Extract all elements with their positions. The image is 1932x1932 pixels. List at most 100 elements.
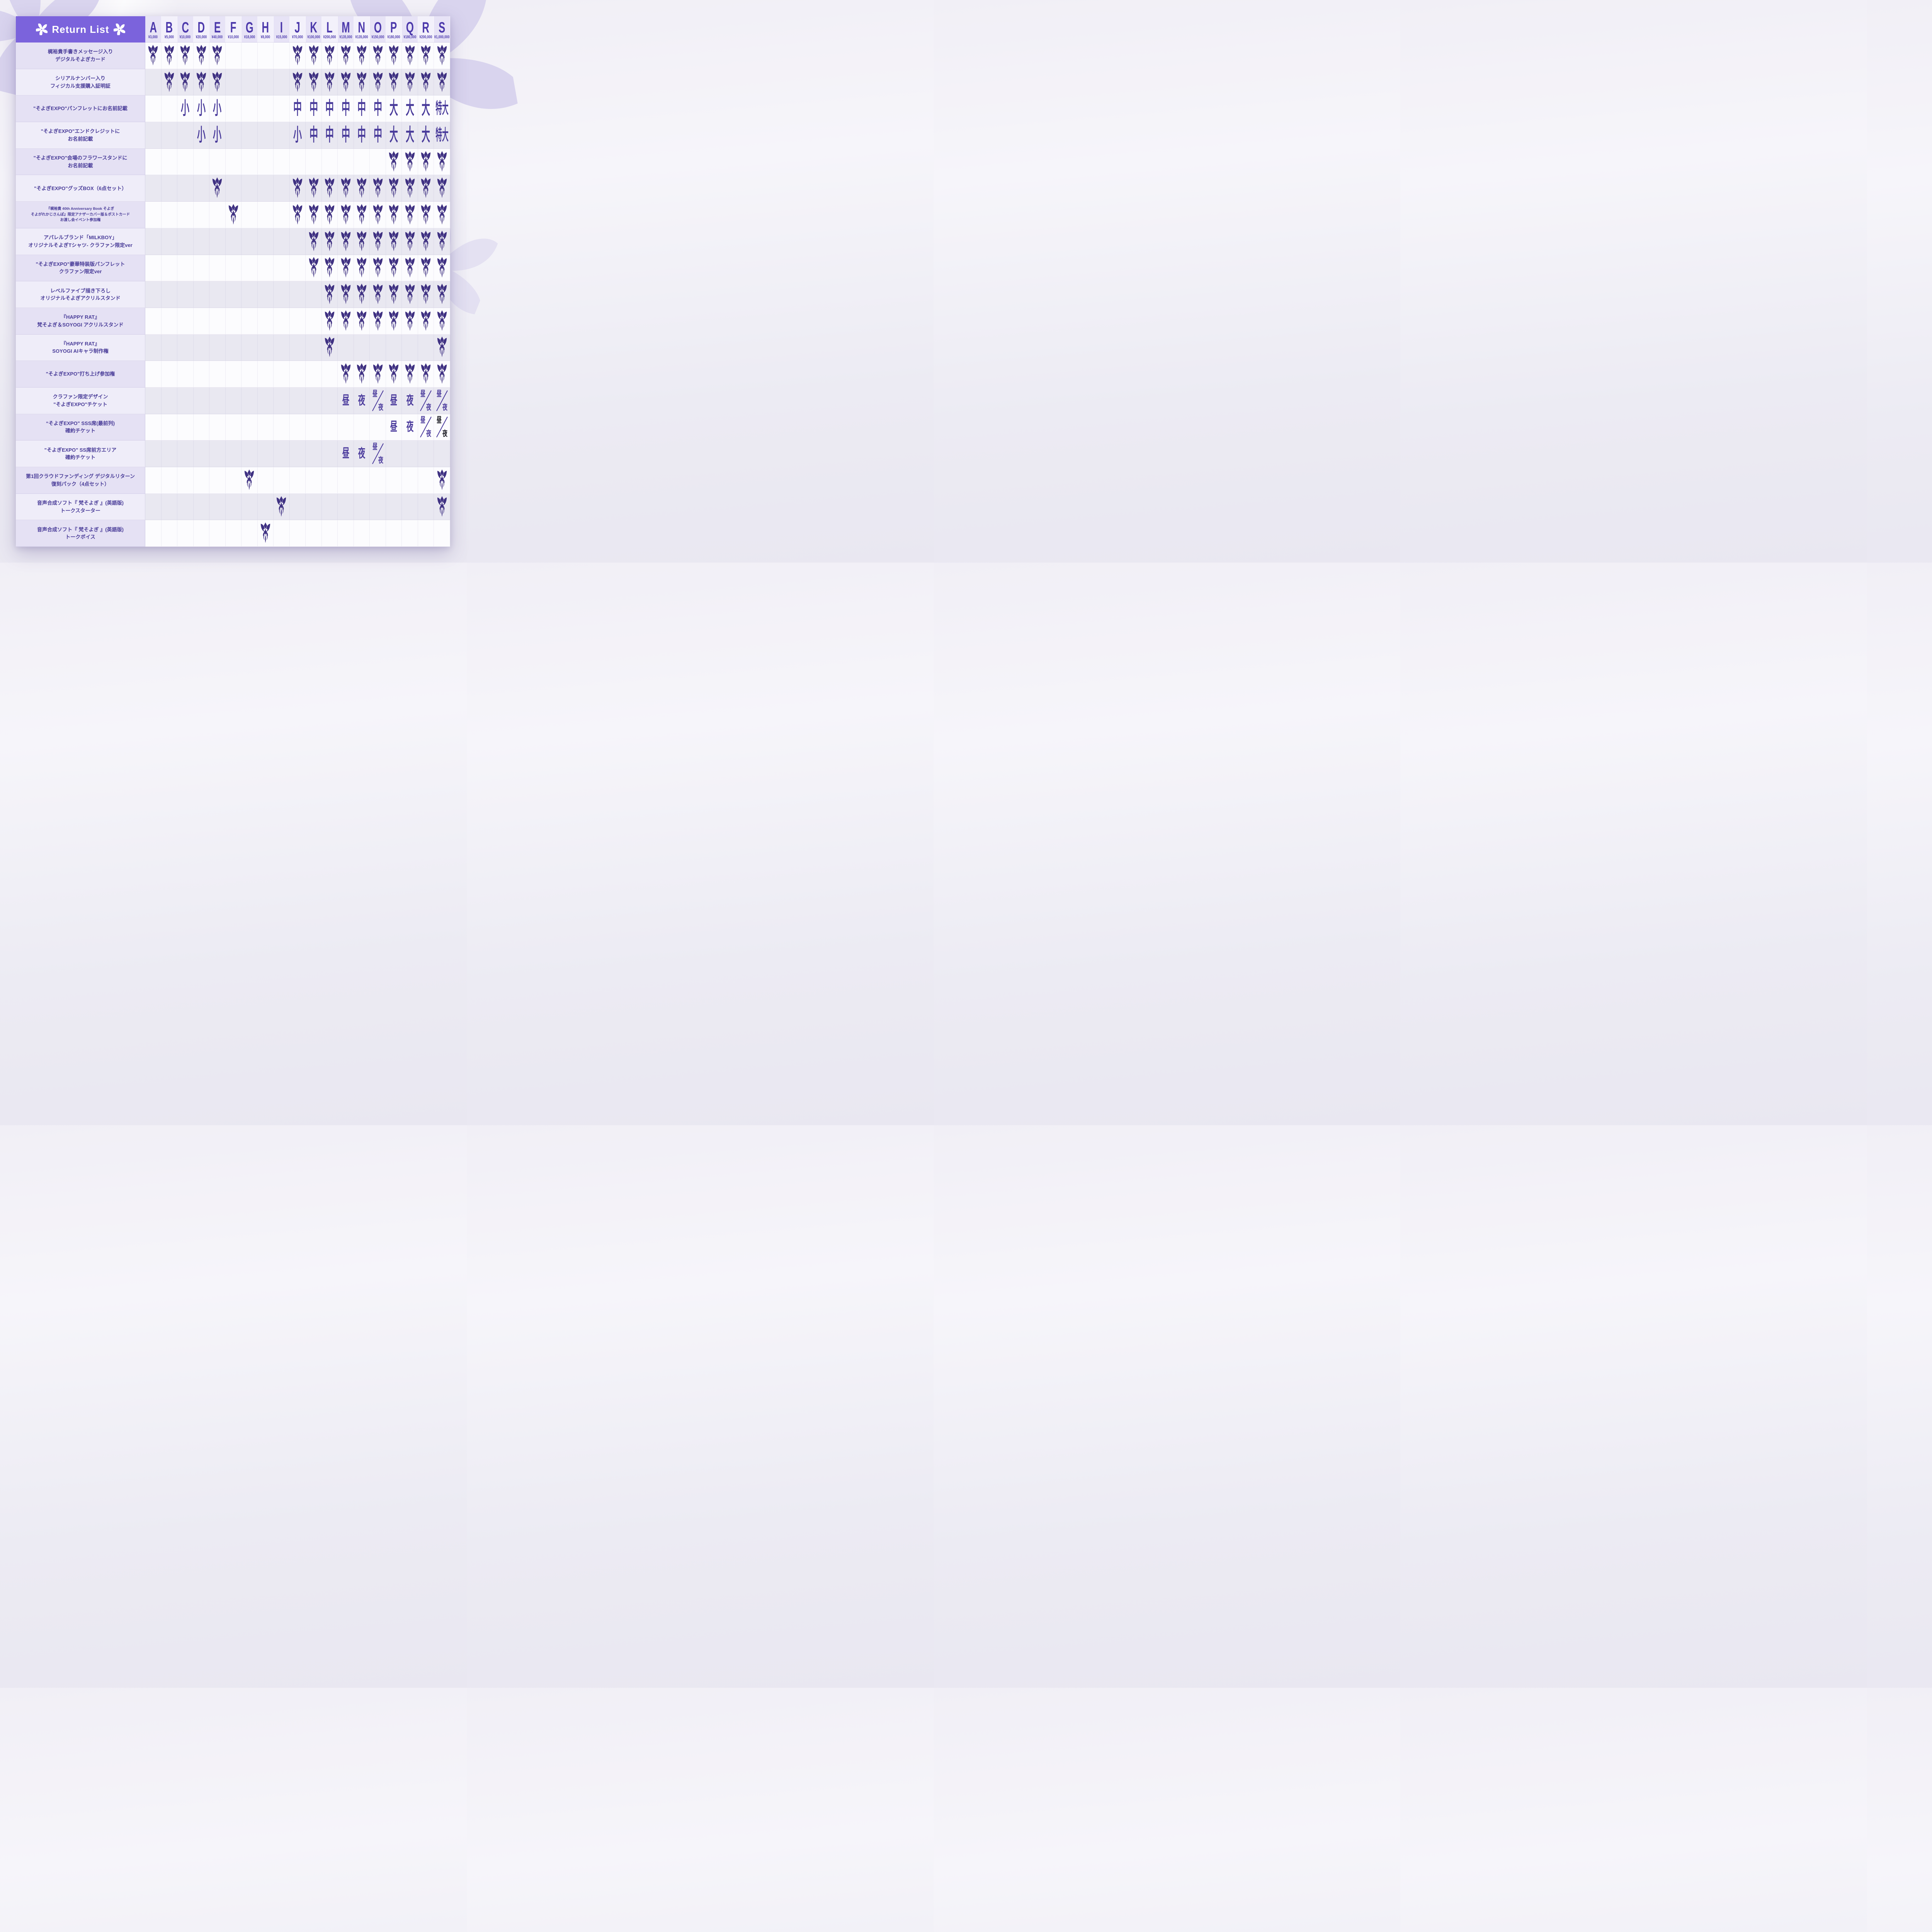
ticket-night-label: 夜 [442,403,447,412]
grid-cell-F [225,387,242,414]
fleur-de-lis-mark-icon [437,204,447,225]
grid-cell-B [161,334,178,361]
grid-cell-N [354,255,370,282]
name-size-label: 小 [213,98,222,119]
grid-cell-K [306,361,322,388]
grid-cell-H [257,440,274,467]
grid-cell-C [177,493,194,520]
column-price: ¥135,000 [339,35,352,39]
grid-cell-J [289,255,306,282]
column-price: ¥3,000 [148,35,158,39]
grid-cell-M [338,361,354,388]
grid-cell-L [321,440,338,467]
fleur-de-lis-mark-icon [260,522,270,543]
grid-cell-I [274,228,290,255]
grid-cell-N [354,414,370,441]
grid-cell-F [225,95,242,122]
row-label-line: お名前記載 [68,162,93,168]
grid-cell-D [193,43,210,69]
grid-cell-K [306,175,322,202]
grid-cell-L [321,281,338,308]
ticket-night-label: 夜 [426,429,432,438]
grid-cell-P [386,361,402,388]
fleur-de-lis-mark-icon [437,469,447,490]
fleur-de-lis-mark-icon [421,284,431,304]
grid-cell-K [306,387,322,414]
row-label-line: オリジナルそよぎアクリルスタンド [40,295,121,301]
grid-cell-O [370,361,386,388]
column-header-O: O ¥150,000 [370,16,386,43]
fleur-de-lis-mark-icon [293,71,303,92]
name-size-label: 中 [325,98,334,119]
grid-cell-F [225,69,242,96]
row-label-line: "そよぎEXPO"グッズBOX（6点セット） [34,185,127,191]
fleur-de-lis-mark-icon [309,204,318,225]
column-header-I: I ¥15,000 [274,16,290,43]
row-label-line: お渡し会イベント参加権 [60,218,101,223]
grid-cell-I [274,387,290,414]
fleur-de-lis-mark-icon [437,496,447,517]
grid-cell-P [386,175,402,202]
ticket-session-label: 夜 [358,447,366,460]
grid-cell-O [370,467,386,494]
grid-cell-A [145,95,162,122]
grid-cell-M: 中 [338,95,354,122]
fleur-de-lis-mark-icon [325,337,335,357]
column-price: ¥135,000 [355,35,368,39]
ticket-day-label: 昼 [372,442,378,451]
fleur-de-lis-mark-icon [325,284,335,304]
grid-cell-R [418,334,434,361]
grid-cell-E [209,387,226,414]
grid-cell-E [209,148,226,175]
name-size-label: 小 [197,98,206,119]
grid-cell-H [257,95,274,122]
grid-cell-A [145,493,162,520]
grid-cell-P: 大 [386,95,402,122]
fleur-de-lis-mark-icon [437,257,447,278]
grid-cell-K [306,43,322,69]
grid-cell-K [306,414,322,441]
name-size-label: 小 [293,125,302,145]
grid-cell-B [161,95,178,122]
grid-cell-M: 昼 [338,440,354,467]
fleur-de-lis-mark-icon [389,151,399,172]
grid-cell-C [177,467,194,494]
grid-cell-L [321,228,338,255]
name-size-label: 大 [422,98,430,119]
column-price: ¥5,000 [164,35,174,39]
grid-cell-I [274,43,290,69]
fleur-de-lis-mark-icon [437,363,447,384]
page-title: Return List [52,23,109,35]
grid-cell-P: 昼 [386,414,402,441]
ticket-day-label: 昼 [420,389,426,398]
grid-cell-S [434,334,450,361]
row-label-line: デジタルそよぎカード [55,56,105,62]
fleur-de-lis-mark-icon [389,363,399,384]
row-label: "そよぎEXPO"豪華特装版パンフレット クラファン限定ver [16,255,145,282]
grid-cell-F [225,440,242,467]
row-label-line: オリジナルそよぎTシャツ- クラファン限定ver [28,242,133,248]
grid-cell-N [354,493,370,520]
column-price: ¥8,000 [260,35,270,39]
grid-cell-G [242,148,258,175]
grid-cell-O: 中 [370,122,386,149]
name-size-label: 大 [422,125,430,145]
grid-cell-P [386,202,402,228]
fleur-de-lis-mark-icon [180,44,190,66]
grid-cell-O [370,334,386,361]
fleur-de-lis-mark-icon [325,44,335,66]
name-size-label: 小 [181,98,190,119]
grid-cell-Q [402,440,418,467]
grid-cell-S [434,148,450,175]
grid-cell-D [193,228,210,255]
column-letter: Q [406,19,414,36]
grid-cell-D [193,334,210,361]
fleur-de-lis-mark-icon [437,337,447,357]
grid-cell-I [274,493,290,520]
grid-cell-H [257,175,274,202]
fleur-de-lis-mark-icon [373,204,383,225]
row-label: 梶裕貴手書きメッセージ入り デジタルそよぎカード [16,43,145,69]
row-label-line: 『梶裕貴 40th Anniversary Book そよぎ [46,206,114,211]
grid-cell-M [338,334,354,361]
column-header-G: G ¥18,000 [242,16,258,43]
